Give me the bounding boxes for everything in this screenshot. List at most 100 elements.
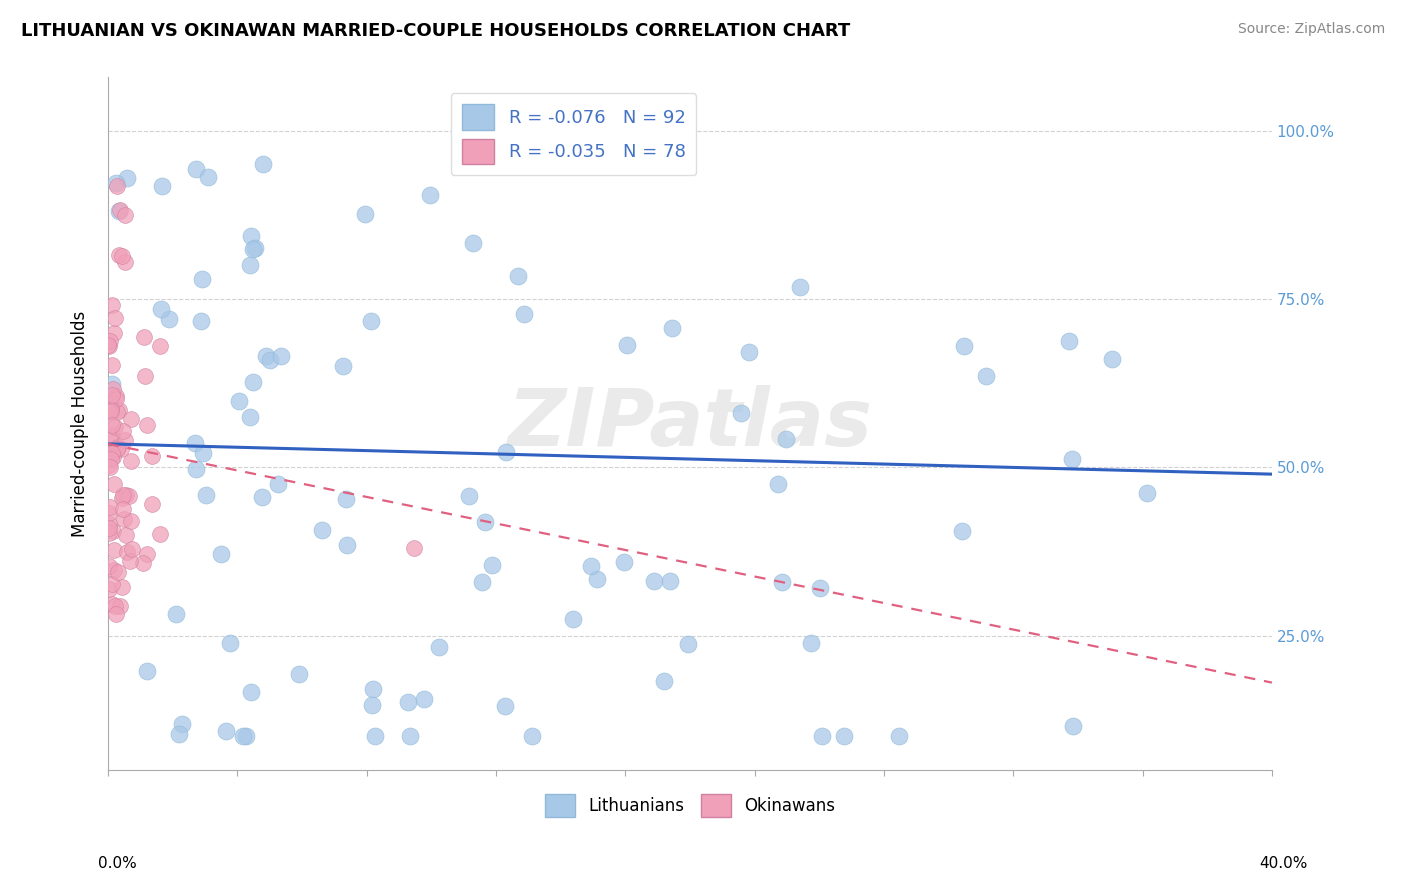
- Point: [195, 488, 218, 502]
- Point: [252, 157, 274, 171]
- Point: [197, 169, 219, 184]
- Point: [495, 445, 517, 459]
- Point: [105, 389, 128, 403]
- Point: [132, 330, 155, 344]
- Point: [183, 436, 205, 450]
- Point: [115, 527, 138, 541]
- Point: [402, 541, 425, 555]
- Point: [98, 404, 121, 418]
- Point: [101, 428, 124, 442]
- Point: [471, 574, 494, 589]
- Point: [184, 461, 207, 475]
- Point: [108, 204, 131, 219]
- Point: [191, 272, 214, 286]
- Point: [141, 450, 163, 464]
- Point: [100, 432, 122, 446]
- Point: [184, 161, 207, 176]
- Point: [1057, 334, 1080, 349]
- Point: [104, 599, 127, 614]
- Point: [768, 477, 790, 491]
- Point: [101, 382, 124, 396]
- Point: [114, 208, 136, 222]
- Point: [228, 394, 250, 409]
- Point: [98, 334, 121, 349]
- Point: [506, 268, 529, 283]
- Point: [360, 314, 382, 328]
- Point: [661, 321, 683, 335]
- Point: [104, 607, 127, 621]
- Point: [101, 598, 124, 612]
- Point: [101, 446, 124, 460]
- Point: [332, 359, 354, 373]
- Point: [170, 717, 193, 731]
- Point: [100, 404, 122, 418]
- Point: [800, 635, 823, 649]
- Point: [458, 489, 481, 503]
- Point: [335, 491, 357, 506]
- Point: [97, 526, 120, 541]
- Point: [157, 311, 180, 326]
- Point: [659, 574, 682, 589]
- Point: [100, 401, 122, 416]
- Point: [494, 698, 516, 713]
- Point: [789, 280, 811, 294]
- Point: [240, 229, 263, 244]
- Point: [111, 580, 134, 594]
- Point: [579, 559, 602, 574]
- Text: 0.0%: 0.0%: [98, 856, 138, 871]
- Point: [232, 730, 254, 744]
- Point: [114, 254, 136, 268]
- Point: [974, 368, 997, 383]
- Point: [136, 547, 159, 561]
- Point: [364, 730, 387, 744]
- Point: [115, 170, 138, 185]
- Point: [209, 547, 232, 561]
- Point: [101, 358, 124, 372]
- Point: [100, 417, 122, 432]
- Point: [676, 637, 699, 651]
- Point: [616, 337, 638, 351]
- Point: [108, 599, 131, 613]
- Point: [150, 179, 173, 194]
- Point: [481, 558, 503, 572]
- Point: [270, 349, 292, 363]
- Point: [111, 249, 134, 263]
- Point: [165, 607, 187, 621]
- Point: [215, 724, 238, 739]
- Point: [191, 446, 214, 460]
- Point: [218, 635, 240, 649]
- Point: [108, 402, 131, 417]
- Point: [288, 666, 311, 681]
- Point: [427, 640, 450, 654]
- Legend: Lithuanians, Okinawans: Lithuanians, Okinawans: [538, 787, 842, 824]
- Point: [101, 298, 124, 312]
- Point: [953, 338, 976, 352]
- Point: [311, 523, 333, 537]
- Point: [399, 730, 422, 744]
- Point: [103, 543, 125, 558]
- Point: [254, 349, 277, 363]
- Point: [770, 575, 793, 590]
- Point: [1136, 486, 1159, 500]
- Point: [474, 515, 496, 529]
- Point: [738, 344, 761, 359]
- Point: [239, 259, 262, 273]
- Point: [141, 497, 163, 511]
- Point: [120, 411, 142, 425]
- Point: [336, 538, 359, 552]
- Point: [1101, 352, 1123, 367]
- Point: [101, 377, 124, 392]
- Point: [101, 577, 124, 591]
- Point: [1062, 719, 1084, 733]
- Point: [105, 178, 128, 193]
- Point: [98, 517, 121, 532]
- Point: [190, 314, 212, 328]
- Y-axis label: Married-couple Households: Married-couple Households: [72, 310, 89, 537]
- Point: [98, 582, 121, 597]
- Point: [120, 514, 142, 528]
- Point: [111, 488, 134, 502]
- Point: [522, 730, 544, 744]
- Text: LITHUANIAN VS OKINAWAN MARRIED-COUPLE HOUSEHOLDS CORRELATION CHART: LITHUANIAN VS OKINAWAN MARRIED-COUPLE HO…: [21, 22, 851, 40]
- Point: [100, 402, 122, 417]
- Point: [111, 491, 134, 505]
